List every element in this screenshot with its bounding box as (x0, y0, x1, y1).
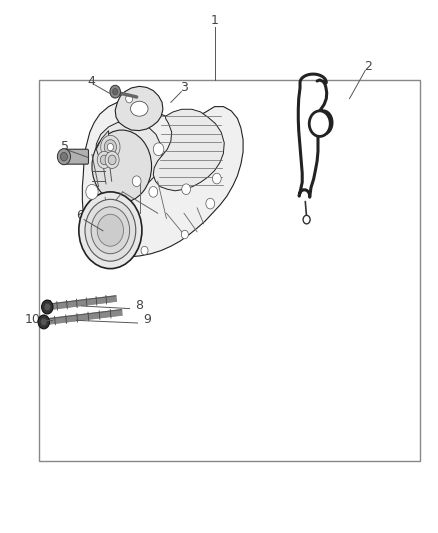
Text: 10: 10 (25, 313, 40, 326)
Circle shape (104, 140, 117, 155)
Circle shape (126, 94, 133, 103)
Text: 7: 7 (44, 299, 52, 312)
Circle shape (97, 151, 111, 168)
Circle shape (303, 215, 310, 224)
Text: 5: 5 (61, 140, 69, 153)
Circle shape (92, 130, 152, 203)
Circle shape (97, 214, 124, 246)
Bar (39, 80, 420, 461)
Text: 3: 3 (180, 82, 188, 94)
Circle shape (38, 315, 49, 329)
Circle shape (141, 246, 148, 255)
Circle shape (91, 207, 130, 254)
Text: 1: 1 (211, 14, 219, 27)
FancyBboxPatch shape (62, 149, 88, 164)
Circle shape (86, 184, 98, 199)
Circle shape (108, 155, 116, 165)
Circle shape (132, 176, 141, 187)
Circle shape (153, 143, 164, 156)
Circle shape (105, 151, 119, 168)
Circle shape (110, 85, 120, 98)
Circle shape (309, 111, 330, 136)
Circle shape (79, 192, 142, 269)
Polygon shape (47, 296, 117, 310)
Circle shape (44, 303, 50, 311)
Circle shape (41, 318, 47, 326)
Circle shape (149, 187, 158, 197)
Circle shape (42, 300, 53, 314)
Text: 6: 6 (76, 209, 84, 222)
Circle shape (85, 199, 136, 261)
Circle shape (206, 198, 215, 209)
Polygon shape (96, 131, 109, 163)
Circle shape (113, 88, 118, 95)
Circle shape (107, 143, 113, 151)
Polygon shape (95, 120, 162, 190)
Circle shape (57, 149, 71, 165)
Polygon shape (43, 310, 122, 325)
Ellipse shape (131, 101, 148, 116)
Circle shape (100, 155, 108, 165)
Circle shape (181, 230, 188, 239)
Polygon shape (153, 109, 224, 191)
Circle shape (60, 152, 67, 161)
Circle shape (101, 135, 120, 159)
Text: 9: 9 (143, 313, 151, 326)
Text: 4: 4 (87, 75, 95, 87)
Polygon shape (115, 86, 163, 131)
Circle shape (212, 173, 221, 184)
Polygon shape (82, 100, 243, 257)
Text: 2: 2 (364, 60, 372, 73)
Text: 8: 8 (135, 299, 143, 312)
Circle shape (182, 184, 191, 195)
